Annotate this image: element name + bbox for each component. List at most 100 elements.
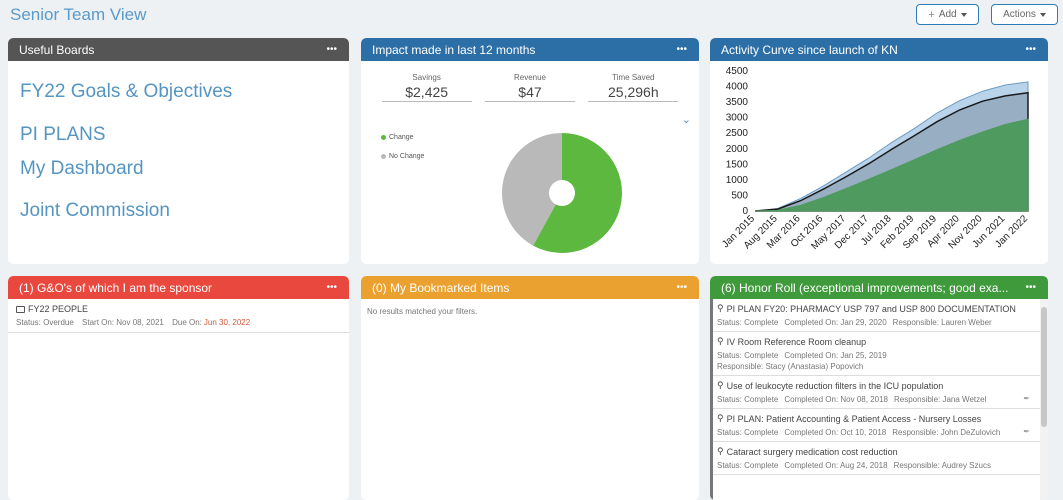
- activity-area-chart: 450040003500300025002000150010005000Jan …: [720, 66, 1030, 252]
- panel-header: Useful Boards •••: [8, 38, 349, 61]
- more-options-icon[interactable]: •••: [1025, 282, 1036, 293]
- honor-roll-list: ⚲ PI PLAN FY20: PHARMACY USP 797 and USP …: [710, 299, 1040, 500]
- legend-item-change: Change: [381, 134, 424, 141]
- item-responsible: Responsible: Lauren Weber: [892, 318, 992, 327]
- y-tick-label: 1500: [726, 159, 749, 170]
- legend-label: No Change: [389, 153, 425, 160]
- item-due-value: Jun 30, 2022: [203, 318, 251, 327]
- empty-message: No results matched your filters.: [367, 307, 478, 316]
- list-item[interactable]: FY22 PEOPLE Status: Overdue Start On: No…: [8, 299, 349, 333]
- bookmarks-panel: (0) My Bookmarked Items ••• No results m…: [361, 276, 699, 500]
- panel-header: (6) Honor Roll (exceptional improvements…: [710, 276, 1048, 299]
- board-link-pi-plans[interactable]: PI PLANS: [20, 124, 106, 145]
- list-item[interactable]: ⚲ PI PLAN FY20: PHARMACY USP 797 and USP …: [713, 299, 1040, 332]
- series-area-complete[interactable]: [754, 118, 1029, 212]
- panel-header: (0) My Bookmarked Items •••: [361, 276, 699, 299]
- item-name: Use of leukocyte reduction filters in th…: [726, 380, 944, 391]
- stat-savings: Savings $2,425: [381, 73, 472, 102]
- lightbulb-icon: ⚲: [717, 446, 724, 456]
- y-tick-label: 2500: [726, 128, 749, 139]
- item-meta: Status: Complete Completed On: Nov 08, 20…: [717, 395, 1034, 404]
- item-title: FY22 PEOPLE: [16, 304, 341, 314]
- y-tick-label: 3500: [726, 97, 749, 108]
- item-completed: Completed On: Nov 08, 2018: [784, 395, 888, 404]
- item-meta: Status: Complete Completed On: Aug 24, 20…: [717, 461, 1034, 470]
- stat-time-saved: Time Saved 25,296h: [588, 73, 679, 102]
- stat-label: Savings: [412, 73, 441, 82]
- item-name: PI PLAN: Patient Accounting & Patient Ac…: [726, 413, 982, 424]
- donut-legend: Change No Change: [381, 134, 424, 172]
- item-title: ⚲ PI PLAN: Patient Accounting & Patient A…: [717, 413, 1034, 424]
- list-item[interactable]: ⚲ Use of leukocyte reduction filters in t…: [713, 376, 1040, 409]
- list-item[interactable]: ⚲ PI PLAN: Patient Accounting & Patient A…: [713, 409, 1040, 442]
- useful-boards-panel: Useful Boards ••• FY22 Goals & Objective…: [8, 38, 349, 264]
- y-tick-label: 0: [742, 206, 748, 217]
- impact-donut-chart: [502, 133, 622, 253]
- sponsor-panel: (1) G&O's of which I am the sponsor ••• …: [8, 276, 349, 500]
- stat-value: 25,296h: [588, 84, 679, 102]
- legend-dot-no-change: [381, 154, 386, 159]
- more-options-icon[interactable]: •••: [326, 282, 337, 293]
- plus-icon: +: [928, 8, 935, 21]
- list-item[interactable]: ⚲ Cataract surgery medication cost reduct…: [713, 442, 1040, 475]
- item-status: Status: Complete: [717, 428, 779, 437]
- more-options-icon[interactable]: •••: [326, 44, 337, 55]
- item-name: FY22 PEOPLE: [28, 304, 89, 314]
- panel-title: (1) G&O's of which I am the sponsor: [19, 280, 213, 295]
- item-meta: Status: Complete Completed On: Oct 10, 20…: [717, 428, 1034, 437]
- more-options-icon[interactable]: •••: [676, 282, 687, 293]
- impact-panel: Impact made in last 12 months ••• Saving…: [361, 38, 699, 264]
- stat-label: Revenue: [513, 73, 546, 82]
- stat-revenue: Revenue $47: [484, 73, 575, 102]
- donut-slice-change[interactable]: [533, 133, 622, 253]
- chevron-down-icon[interactable]: ⌄: [681, 114, 691, 126]
- item-title: ⚲ IV Room Reference Room cleanup: [717, 336, 1034, 347]
- board-link-joint-commission[interactable]: Joint Commission: [20, 200, 170, 221]
- y-tick-label: 4500: [726, 66, 749, 77]
- more-options-icon[interactable]: •••: [1025, 44, 1036, 55]
- item-status: Status: Complete: [717, 351, 779, 360]
- y-tick-label: 1000: [726, 175, 749, 186]
- list-item[interactable]: ⚲ IV Room Reference Room cleanup Status: …: [713, 332, 1040, 376]
- impact-stats: Savings $2,425 Revenue $47 Time Saved 25…: [361, 73, 699, 102]
- item-meta: Responsible: Stacy (Anastasia) Popovich: [717, 362, 1034, 371]
- add-button-label: Add: [938, 9, 957, 20]
- lightbulb-icon: ⚲: [717, 380, 724, 390]
- actions-button-label: Actions: [1003, 9, 1036, 20]
- panel-title: Impact made in last 12 months: [372, 42, 536, 57]
- legend-dot-change: [381, 135, 386, 140]
- item-status: Status: Complete: [717, 318, 779, 327]
- legend-item-no-change: No Change: [381, 153, 424, 160]
- donut-hole: [549, 180, 575, 206]
- caret-down-icon: [960, 12, 967, 17]
- item-status: Status: Complete: [717, 395, 779, 404]
- activity-panel: Activity Curve since launch of KN ••• 45…: [710, 38, 1048, 264]
- board-link-fy22-goals[interactable]: FY22 Goals & Objectives: [20, 81, 233, 102]
- scrollbar[interactable]: [1040, 299, 1048, 500]
- panel-title: Useful Boards: [19, 42, 95, 57]
- scrollbar-thumb[interactable]: [1041, 307, 1047, 427]
- add-button[interactable]: + Add: [916, 4, 979, 25]
- donut-slice-no-change[interactable]: [502, 133, 562, 246]
- panel-title: (0) My Bookmarked Items: [372, 280, 510, 295]
- lightbulb-icon: ⚲: [717, 336, 724, 346]
- attachment-icon[interactable]: ✒: [1023, 427, 1030, 436]
- item-responsible: Responsible: Stacy (Anastasia) Popovich: [717, 362, 864, 371]
- lightbulb-icon: ⚲: [717, 303, 724, 313]
- actions-button[interactable]: Actions: [991, 4, 1058, 25]
- item-meta: Status: Complete Completed On: Jan 29, 20…: [717, 318, 1034, 327]
- y-tick-label: 2000: [726, 144, 749, 155]
- panel-header: (1) G&O's of which I am the sponsor •••: [8, 276, 349, 299]
- stat-value: $47: [484, 84, 575, 102]
- item-completed: Completed On: Jan 29, 2020: [784, 318, 887, 327]
- board-link-my-dashboard[interactable]: My Dashboard: [20, 158, 144, 179]
- legend-label: Change: [389, 134, 414, 141]
- item-title: ⚲ Cataract surgery medication cost reduct…: [717, 446, 1034, 457]
- panel-header: Impact made in last 12 months •••: [361, 38, 699, 61]
- panel-title: (6) Honor Roll (exceptional improvements…: [721, 280, 1009, 295]
- item-completed: Completed On: Aug 24, 2018: [784, 461, 888, 470]
- attachment-icon[interactable]: ✒: [1023, 394, 1030, 403]
- item-meta: Status: Overdue Start On: Nov 08, 2021 D…: [16, 318, 341, 327]
- item-completed: Completed On: Oct 10, 2018: [784, 428, 887, 437]
- more-options-icon[interactable]: •••: [676, 44, 687, 55]
